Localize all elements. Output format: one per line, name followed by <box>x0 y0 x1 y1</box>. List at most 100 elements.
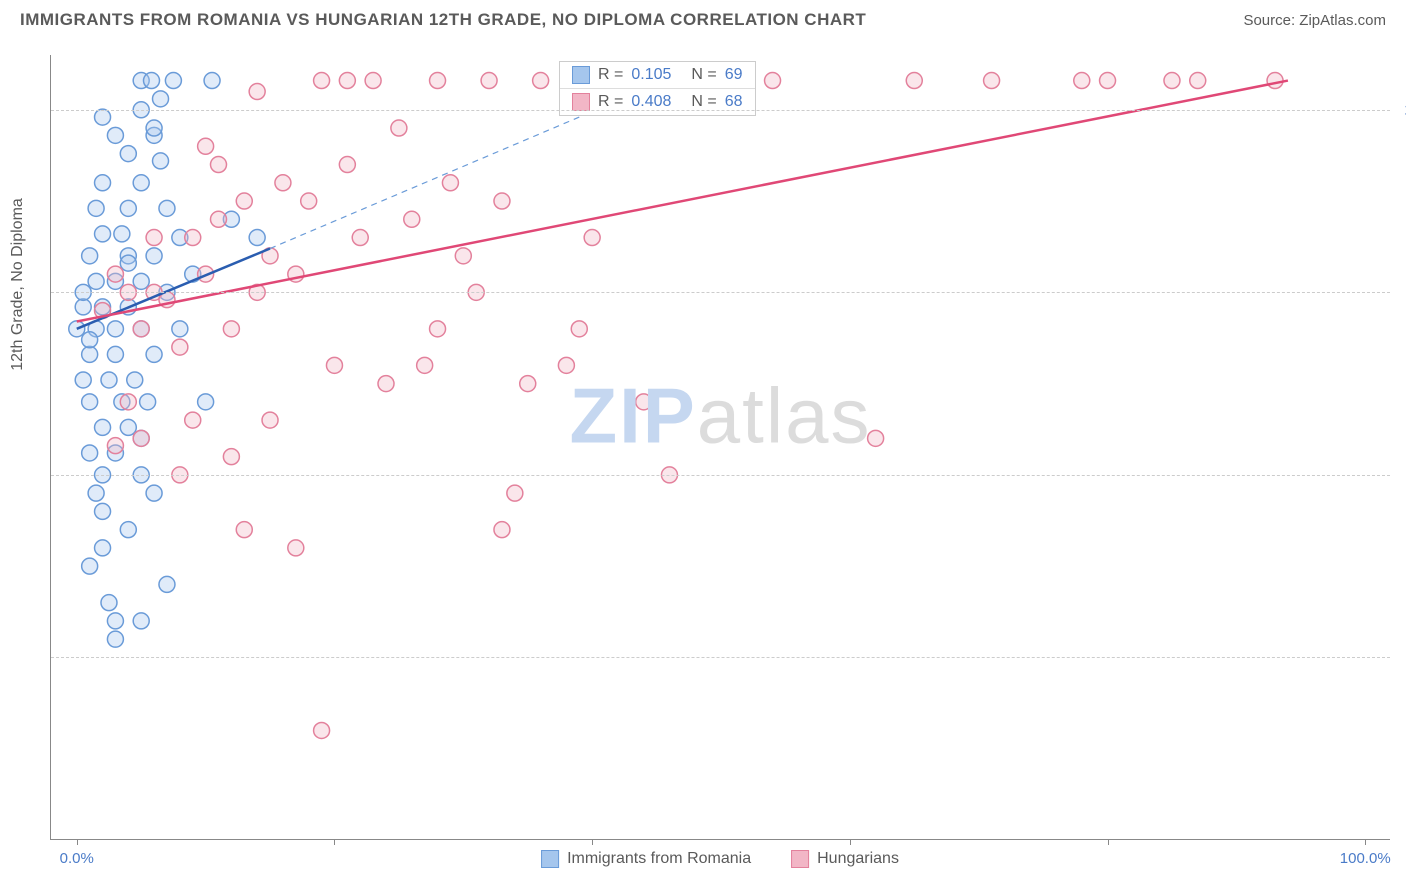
data-point-romania <box>127 372 143 388</box>
data-point-hungarian <box>1100 73 1116 89</box>
legend-swatch-hungarian <box>791 850 809 868</box>
data-point-romania <box>204 73 220 89</box>
data-point-romania <box>88 273 104 289</box>
data-point-hungarian <box>223 321 239 337</box>
n-value-hungarian: 68 <box>725 93 743 111</box>
x-tick <box>850 839 851 845</box>
data-point-hungarian <box>906 73 922 89</box>
data-point-romania <box>120 200 136 216</box>
data-point-hungarian <box>494 522 510 538</box>
x-tick <box>1365 839 1366 845</box>
data-point-romania <box>107 631 123 647</box>
data-point-hungarian <box>442 175 458 191</box>
data-point-hungarian <box>352 230 368 246</box>
data-point-hungarian <box>339 157 355 173</box>
r-value-romania: 0.105 <box>631 66 671 84</box>
x-tick <box>1108 839 1109 845</box>
data-point-romania <box>153 153 169 169</box>
data-point-hungarian <box>185 412 201 428</box>
data-point-hungarian <box>172 339 188 355</box>
data-point-hungarian <box>378 376 394 392</box>
data-point-hungarian <box>533 73 549 89</box>
plot-area: ZIPatlas R = 0.105 N = 69 R = 0.408 N = … <box>50 55 1390 840</box>
data-point-hungarian <box>107 438 123 454</box>
data-point-hungarian <box>430 73 446 89</box>
data-point-romania <box>153 91 169 107</box>
data-point-hungarian <box>211 211 227 227</box>
data-point-romania <box>144 73 160 89</box>
data-point-romania <box>114 226 130 242</box>
x-tick <box>592 839 593 845</box>
header: IMMIGRANTS FROM ROMANIA VS HUNGARIAN 12T… <box>0 0 1406 38</box>
data-point-romania <box>95 175 111 191</box>
data-point-romania <box>107 613 123 629</box>
data-point-hungarian <box>765 73 781 89</box>
data-point-romania <box>107 346 123 362</box>
data-point-romania <box>159 576 175 592</box>
data-point-hungarian <box>1164 73 1180 89</box>
data-point-hungarian <box>455 248 471 264</box>
trendline-hungarian <box>77 81 1288 322</box>
correlation-row-hungarian: R = 0.408 N = 68 <box>560 89 755 115</box>
correlation-legend: R = 0.105 N = 69 R = 0.408 N = 68 <box>559 61 756 116</box>
data-point-romania <box>146 346 162 362</box>
data-point-hungarian <box>262 412 278 428</box>
data-point-romania <box>120 419 136 435</box>
data-point-romania <box>95 109 111 125</box>
data-point-romania <box>82 394 98 410</box>
data-point-romania <box>146 485 162 501</box>
data-point-romania <box>101 595 117 611</box>
source-label: Source: ZipAtlas.com <box>1243 12 1386 29</box>
data-point-hungarian <box>339 73 355 89</box>
data-point-romania <box>75 299 91 315</box>
data-point-romania <box>133 613 149 629</box>
data-point-hungarian <box>249 84 265 100</box>
data-point-hungarian <box>211 157 227 173</box>
data-point-romania <box>69 321 85 337</box>
x-tick-label: 0.0% <box>60 850 94 867</box>
r-value-hungarian: 0.408 <box>631 93 671 111</box>
legend-swatch-romania <box>541 850 559 868</box>
data-point-romania <box>133 273 149 289</box>
data-point-hungarian <box>417 357 433 373</box>
data-point-hungarian <box>185 230 201 246</box>
data-point-hungarian <box>223 449 239 465</box>
data-point-hungarian <box>288 540 304 556</box>
data-point-hungarian <box>133 430 149 446</box>
data-point-hungarian <box>868 430 884 446</box>
data-point-romania <box>120 255 136 271</box>
data-point-hungarian <box>404 211 420 227</box>
swatch-hungarian <box>572 93 590 111</box>
gridline <box>51 475 1390 476</box>
data-point-romania <box>198 394 214 410</box>
gridline <box>51 292 1390 293</box>
data-point-hungarian <box>314 722 330 738</box>
data-point-romania <box>88 485 104 501</box>
data-point-romania <box>82 248 98 264</box>
data-point-hungarian <box>146 230 162 246</box>
data-point-hungarian <box>1074 73 1090 89</box>
data-point-romania <box>133 175 149 191</box>
data-point-romania <box>120 146 136 162</box>
data-point-hungarian <box>520 376 536 392</box>
data-point-hungarian <box>558 357 574 373</box>
legend-item-hungarian: Hungarians <box>791 850 899 868</box>
data-point-hungarian <box>198 138 214 154</box>
data-point-hungarian <box>494 193 510 209</box>
data-point-hungarian <box>584 230 600 246</box>
data-point-hungarian <box>314 73 330 89</box>
data-point-hungarian <box>236 193 252 209</box>
data-point-romania <box>107 321 123 337</box>
y-axis-label: 12th Grade, No Diploma <box>9 198 27 371</box>
data-point-romania <box>82 332 98 348</box>
correlation-row-romania: R = 0.105 N = 69 <box>560 62 755 89</box>
n-value-romania: 69 <box>725 66 743 84</box>
gridline <box>51 657 1390 658</box>
data-point-romania <box>95 226 111 242</box>
data-point-hungarian <box>365 73 381 89</box>
data-point-romania <box>140 394 156 410</box>
legend-item-romania: Immigrants from Romania <box>541 850 751 868</box>
data-point-romania <box>120 522 136 538</box>
data-point-hungarian <box>107 266 123 282</box>
data-point-romania <box>95 503 111 519</box>
